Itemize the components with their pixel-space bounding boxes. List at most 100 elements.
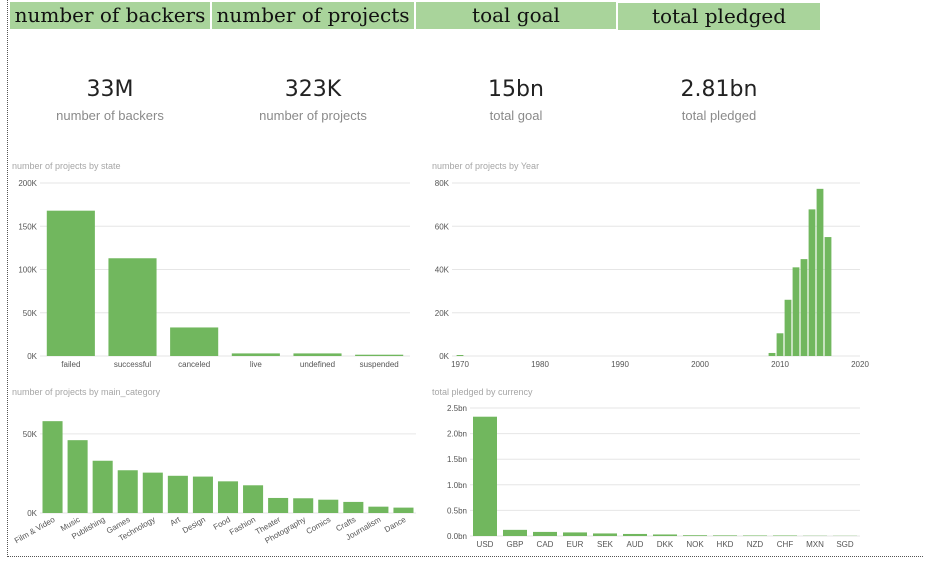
chart-title-category: number of projects by main_category bbox=[12, 387, 161, 397]
bar bbox=[355, 354, 404, 356]
bar bbox=[683, 535, 707, 536]
bar bbox=[824, 237, 832, 356]
bar bbox=[117, 470, 138, 513]
bar bbox=[368, 506, 389, 513]
bar bbox=[268, 497, 289, 513]
y-tick-label: 60K bbox=[435, 222, 450, 231]
bar bbox=[243, 485, 264, 513]
bar bbox=[784, 299, 792, 356]
page-border bbox=[7, 0, 923, 557]
kpi-projects-value: 323K bbox=[284, 77, 342, 102]
bar bbox=[167, 475, 188, 513]
x-tick-label: SGD bbox=[836, 540, 854, 549]
x-tick-label: HKD bbox=[717, 540, 734, 549]
x-tick-label: CHF bbox=[777, 540, 794, 549]
bar bbox=[67, 440, 88, 513]
kpi-backers-value: 33M bbox=[86, 77, 134, 102]
bar bbox=[108, 258, 157, 356]
y-tick-label: 100K bbox=[18, 266, 37, 275]
bar bbox=[343, 501, 364, 513]
bar bbox=[92, 460, 113, 513]
y-tick-label: 50K bbox=[23, 430, 38, 439]
bar bbox=[473, 416, 497, 536]
y-tick-label: 150K bbox=[18, 222, 37, 231]
bar bbox=[46, 210, 95, 356]
x-tick-label: 2000 bbox=[691, 360, 709, 369]
bar bbox=[170, 327, 219, 356]
chart-title-year: number of projects by Year bbox=[432, 161, 540, 171]
x-tick-label: failed bbox=[61, 360, 80, 369]
x-tick-label: undefined bbox=[300, 360, 335, 369]
bar bbox=[231, 353, 280, 356]
x-tick-label: DKK bbox=[657, 540, 674, 549]
kpi-pledged-label: total pledged bbox=[681, 108, 757, 123]
x-tick-label: 2020 bbox=[851, 360, 869, 369]
bar bbox=[293, 353, 342, 356]
x-tick-label: suspended bbox=[360, 360, 399, 369]
bar bbox=[533, 531, 557, 536]
x-tick-label: canceled bbox=[178, 360, 210, 369]
bar bbox=[743, 535, 767, 536]
x-tick-label: NZD bbox=[747, 540, 764, 549]
y-tick-label: 1.0bn bbox=[447, 481, 467, 490]
bar bbox=[42, 421, 63, 513]
x-tick-label: MXN bbox=[806, 540, 824, 549]
bar bbox=[768, 352, 776, 356]
y-tick-label: 0K bbox=[27, 509, 37, 518]
x-tick-label: GBP bbox=[507, 540, 524, 549]
bar bbox=[192, 476, 213, 513]
bar bbox=[503, 529, 527, 536]
kpi-projects-label: number of projects bbox=[259, 108, 367, 123]
y-tick-label: 80K bbox=[435, 179, 450, 188]
kpi-backers-label: number of backers bbox=[56, 108, 164, 123]
bar bbox=[816, 188, 824, 356]
bar bbox=[808, 209, 816, 356]
x-tick-label: AUD bbox=[627, 540, 644, 549]
bar bbox=[318, 499, 339, 513]
x-tick-label: CAD bbox=[537, 540, 554, 549]
bar bbox=[773, 535, 797, 536]
chart-title-currency: total pledged by currency bbox=[432, 387, 533, 397]
bar bbox=[800, 259, 808, 356]
bar bbox=[593, 533, 617, 536]
y-tick-label: 0.5bn bbox=[447, 506, 467, 515]
y-tick-label: 2.5bn bbox=[447, 404, 467, 413]
x-tick-label: 1970 bbox=[451, 360, 469, 369]
header-card-pledged: total pledged bbox=[618, 3, 820, 30]
x-tick-label: 2010 bbox=[771, 360, 789, 369]
bar bbox=[456, 355, 464, 356]
x-tick-label: successful bbox=[114, 360, 152, 369]
bar bbox=[217, 481, 239, 513]
header-card-backers: number of backers bbox=[10, 2, 210, 29]
bar bbox=[792, 267, 800, 356]
y-tick-label: 0.0bn bbox=[447, 532, 467, 541]
y-tick-label: 20K bbox=[435, 309, 450, 318]
bar bbox=[142, 472, 163, 513]
chart-title-state: number of projects by state bbox=[12, 161, 121, 171]
y-tick-label: 40K bbox=[435, 266, 450, 275]
bar bbox=[293, 498, 314, 513]
x-tick-label: live bbox=[250, 360, 263, 369]
y-tick-label: 0K bbox=[27, 352, 37, 361]
y-tick-label: 2.0bn bbox=[447, 430, 467, 439]
y-tick-label: 50K bbox=[23, 309, 38, 318]
bar bbox=[563, 532, 587, 536]
bar bbox=[653, 534, 677, 536]
x-tick-label: SEK bbox=[597, 540, 614, 549]
header-card-goal: toal goal bbox=[416, 2, 616, 29]
kpi-goal-value: 15bn bbox=[488, 77, 544, 102]
x-tick-label: EUR bbox=[567, 540, 584, 549]
kpi-goal-label: total goal bbox=[489, 108, 543, 123]
y-tick-label: 200K bbox=[18, 179, 37, 188]
x-tick-label: 1990 bbox=[611, 360, 629, 369]
x-tick-label: NOK bbox=[686, 540, 704, 549]
kpi-pledged-value: 2.81bn bbox=[680, 77, 758, 102]
x-tick-label: 1980 bbox=[531, 360, 549, 369]
bar bbox=[713, 535, 737, 536]
bar bbox=[393, 507, 414, 513]
x-tick-label: USD bbox=[477, 540, 494, 549]
bar bbox=[776, 333, 784, 356]
